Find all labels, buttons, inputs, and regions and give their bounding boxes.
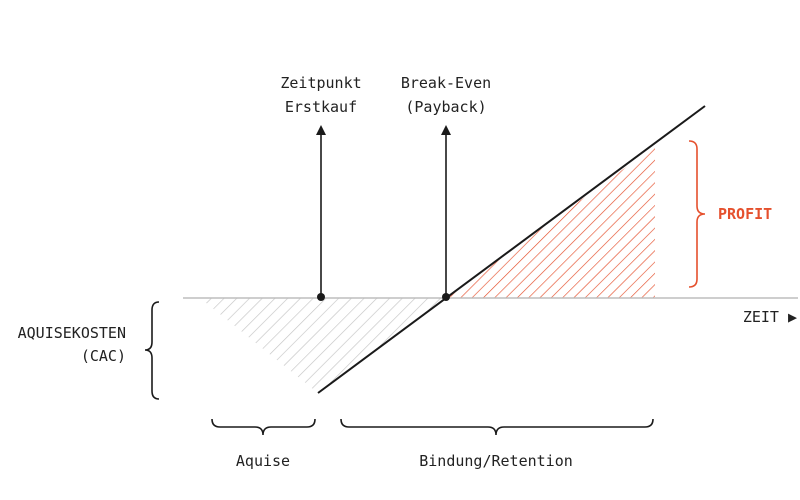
first-purchase-marker xyxy=(316,125,326,301)
acquisition-phase-label: Aquise xyxy=(236,452,290,470)
time-axis-label: ZEIT ▶ xyxy=(743,308,797,326)
break-even-marker xyxy=(441,125,451,301)
acquisition-phase-brace xyxy=(211,418,316,436)
first-purchase-label: Zeitpunkt xyxy=(280,74,361,92)
arrow-up-icon xyxy=(441,125,451,135)
break-even-label: Break-Even xyxy=(401,74,491,92)
retention-phase-label: Bindung/Retention xyxy=(419,452,573,470)
acquisition-cost-label: AQUISEKOSTEN xyxy=(18,324,126,342)
break-even-label: (Payback) xyxy=(405,98,486,116)
arrow-up-icon xyxy=(316,125,326,135)
profit-label: PROFIT xyxy=(718,205,772,223)
acquisition-cost-brace xyxy=(144,301,160,400)
first-purchase-label: Erstkauf xyxy=(285,98,357,116)
customer-value-line xyxy=(317,105,706,394)
retention-phase-brace xyxy=(340,418,654,436)
acquisition-cost-area xyxy=(200,298,446,393)
acquisition-cost-label: (CAC) xyxy=(81,347,126,365)
profit-brace xyxy=(688,140,706,288)
